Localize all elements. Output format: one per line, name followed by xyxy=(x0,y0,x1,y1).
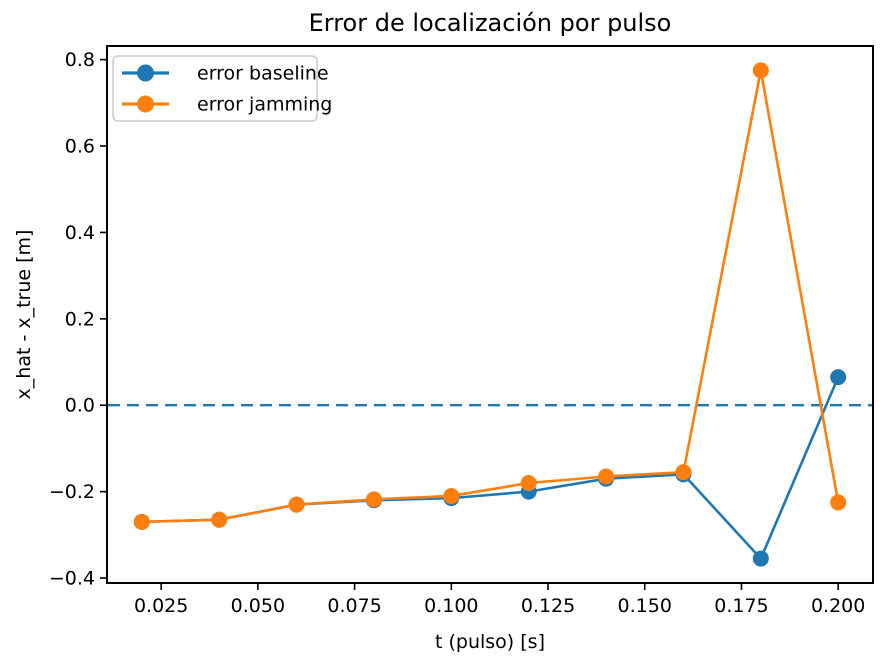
x-tick-label: 0.100 xyxy=(424,595,478,617)
y-tick-label: −0.2 xyxy=(49,481,95,503)
data-point-marker xyxy=(133,513,150,530)
y-tick-label: 0.2 xyxy=(65,308,95,330)
legend-entry-error-baseline: error baseline xyxy=(122,63,329,85)
legend: error baseline error jamming xyxy=(112,55,332,122)
legend-sample-marker xyxy=(137,95,154,113)
y-tick-label: 0.0 xyxy=(65,395,95,417)
legend-sample-marker xyxy=(137,64,154,82)
data-point-marker xyxy=(598,468,615,485)
data-point-marker xyxy=(752,62,769,79)
data-point-marker xyxy=(211,511,228,528)
x-tick-label: 0.150 xyxy=(618,595,672,617)
x-tick-label: 0.025 xyxy=(134,595,188,617)
data-point-marker xyxy=(288,496,305,513)
x-tick-label: 0.200 xyxy=(811,595,865,617)
x-tick-label: 0.075 xyxy=(327,595,381,617)
y-tick-label: 0.4 xyxy=(65,222,95,244)
chart-title: Error de localización por pulso xyxy=(309,9,672,37)
x-tick-label: 0.175 xyxy=(714,595,768,617)
data-point-marker xyxy=(443,487,460,504)
plot-area: 0.025 0.050 0.075 0.100 0.125 0.150 0.175 0.200… xyxy=(49,45,874,617)
y-tick-label: −0.4 xyxy=(49,568,95,590)
legend-label: error jamming xyxy=(197,94,332,116)
data-point-marker xyxy=(752,550,769,567)
x-axis-label: t (pulso) [s] xyxy=(435,631,545,653)
data-point-marker xyxy=(830,369,847,386)
axes-frame xyxy=(106,45,874,584)
series-line-1 xyxy=(140,69,840,524)
y-axis-label: x_hat - x_true [m] xyxy=(13,230,35,400)
legend-label: error baseline xyxy=(197,63,329,85)
x-tick-label: 0.050 xyxy=(231,595,285,617)
y-tick-label: 0.8 xyxy=(65,49,95,71)
y-tick-label: 0.6 xyxy=(65,136,95,158)
data-point-marker xyxy=(675,464,692,481)
data-point-marker xyxy=(520,474,537,491)
data-point-marker xyxy=(830,494,847,511)
x-tick-label: 0.125 xyxy=(521,595,575,617)
legend-entry-error-jamming: error jamming xyxy=(122,94,332,116)
data-point-marker xyxy=(365,491,382,508)
series-error-jamming xyxy=(133,62,847,530)
